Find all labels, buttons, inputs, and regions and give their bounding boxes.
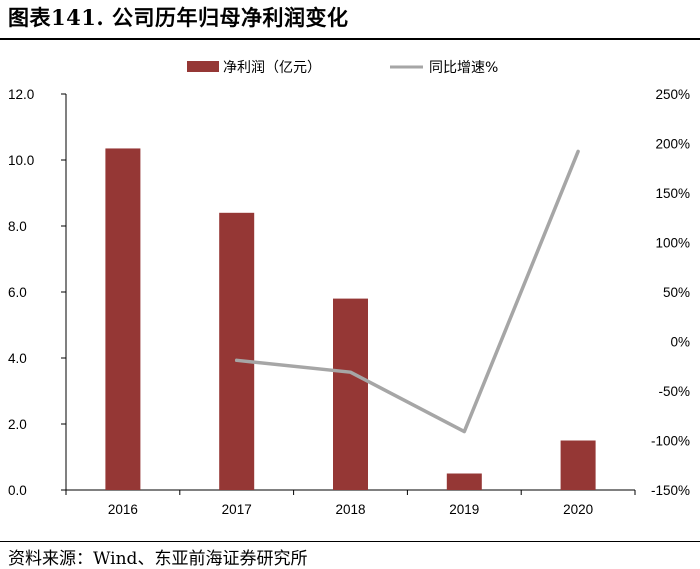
figure-title: 图表141. 公司历年归母净利润变化 <box>8 5 349 30</box>
x-tick-label: 2020 <box>563 502 593 517</box>
left-tick-label: 2.0 <box>8 417 27 432</box>
growth-polyline <box>234 149 580 434</box>
left-tick-label: 12.0 <box>8 87 34 102</box>
right-tick-label: 150% <box>655 186 690 201</box>
chart: 净利润（亿元） 同比增速% 0.0 2.0 4.0 6.0 8.0 10.0 12.0 -15… <box>8 60 690 517</box>
legend-line-label: 同比增速% <box>429 60 498 76</box>
x-tick-label: 2017 <box>222 502 252 517</box>
bar-2019 <box>446 473 482 490</box>
legend: 净利润（亿元） 同比增速% <box>187 60 498 76</box>
right-tick-label: 200% <box>655 137 690 152</box>
bar-2018 <box>333 298 368 490</box>
bar-2016 <box>105 148 141 490</box>
right-tick-label: -100% <box>651 434 690 449</box>
bar-2017 <box>219 212 255 491</box>
right-tick-label: -50% <box>658 384 690 399</box>
right-tick-label: 100% <box>655 236 690 251</box>
right-tick-label: -150% <box>651 483 690 498</box>
bar-2020 <box>560 440 596 490</box>
bars <box>105 148 596 491</box>
left-tick-label: 8.0 <box>8 219 27 234</box>
left-tick-label: 10.0 <box>8 153 34 168</box>
legend-bar-label: 净利润（亿元） <box>223 60 321 76</box>
tick-labels: 0.0 2.0 4.0 6.0 8.0 10.0 12.0 -150% -100% -50% 0% 5… <box>8 87 690 517</box>
left-tick-label: 6.0 <box>8 285 27 300</box>
left-tick-label: 0.0 <box>8 483 27 498</box>
title-rule <box>0 38 700 40</box>
left-tick-label: 4.0 <box>8 351 27 366</box>
right-tick-label: 0% <box>670 335 690 350</box>
source-note: 资料来源：Wind、东亚前海证券研究所 <box>8 549 308 569</box>
right-tick-label: 50% <box>663 285 690 300</box>
source-rule <box>0 541 700 542</box>
x-tick-label: 2018 <box>335 502 365 517</box>
x-tick-label: 2016 <box>108 502 138 517</box>
growth-line <box>234 149 580 434</box>
right-tick-label: 250% <box>655 87 690 102</box>
x-tick-label: 2019 <box>449 502 479 517</box>
legend-bar-swatch <box>187 61 219 72</box>
